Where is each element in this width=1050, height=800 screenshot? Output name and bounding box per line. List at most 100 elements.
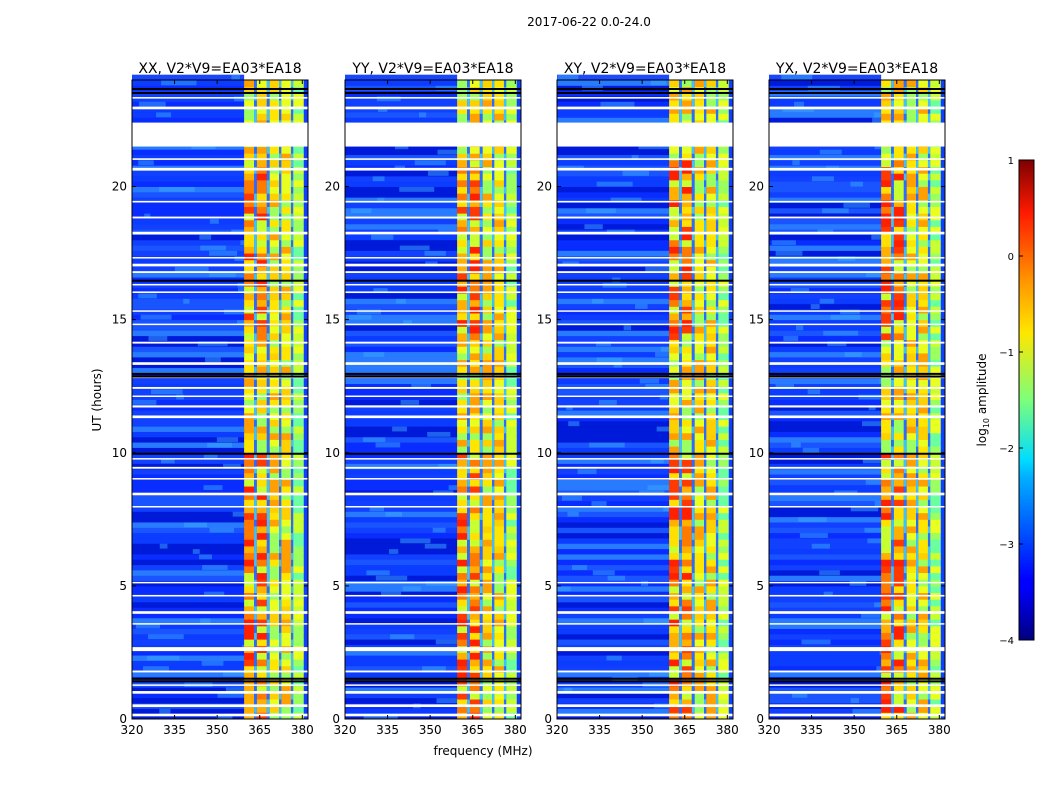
band-cell — [503, 366, 507, 374]
band-cell — [467, 659, 470, 667]
band-cell — [881, 193, 892, 201]
heatmap-bg-row — [769, 442, 882, 448]
band-cell — [256, 545, 267, 554]
band-cell — [930, 492, 941, 500]
band-cell — [691, 552, 695, 560]
band-cell — [694, 506, 705, 514]
band-cell — [669, 312, 680, 321]
band-cell — [704, 472, 707, 480]
x-tick-label: 380 — [716, 723, 739, 737]
band-cell — [244, 366, 255, 374]
band-cell — [893, 366, 904, 374]
heatmap-bg-speck — [209, 271, 236, 278]
band-cell — [482, 273, 493, 281]
band-cell — [715, 426, 719, 434]
band-cell — [254, 186, 257, 194]
band-cell — [293, 386, 304, 394]
band-cell — [893, 219, 904, 227]
band-cell — [918, 219, 928, 227]
band-cell — [457, 379, 468, 387]
band-cell — [506, 326, 517, 334]
band-cell — [279, 479, 282, 487]
band-cell — [469, 86, 480, 94]
band-cell — [290, 652, 294, 660]
heatmap-bg-row — [132, 170, 245, 177]
heatmap-bg-row — [769, 181, 882, 187]
band-cell — [457, 273, 468, 281]
band-cell — [718, 80, 729, 88]
heatmap-bg-speck — [830, 314, 861, 320]
heatmap-bg-row — [557, 692, 670, 699]
band-cell — [506, 525, 517, 534]
heatmap-bg-row — [557, 159, 670, 166]
heatmap-bg-row — [769, 154, 882, 161]
band-cell — [694, 386, 705, 394]
band-cell — [479, 346, 483, 354]
band-cell — [891, 406, 894, 414]
band-cell — [679, 432, 682, 440]
band-cell — [467, 246, 470, 254]
band-cell — [467, 439, 470, 447]
band-cell — [891, 685, 894, 693]
band-cell — [279, 299, 282, 307]
band-cell — [290, 605, 294, 613]
band-cell — [479, 499, 483, 507]
band-cell — [691, 559, 695, 567]
band-cell — [718, 572, 729, 580]
band-cell — [290, 293, 294, 301]
band-cell — [281, 632, 291, 640]
band-cell — [893, 525, 904, 534]
flagged-row — [345, 271, 521, 274]
band-cell — [916, 266, 919, 274]
band-cell — [906, 439, 917, 447]
band-cell — [694, 99, 705, 108]
heatmap-bg-row — [132, 378, 245, 385]
band-cell — [482, 545, 493, 554]
band-cell — [467, 419, 470, 427]
flagged-row — [557, 200, 733, 203]
band-cell — [281, 665, 291, 673]
heatmap-bg-row — [769, 202, 882, 209]
band-cell — [254, 233, 257, 241]
band-cell — [694, 552, 705, 560]
band-cell — [893, 113, 904, 121]
band-cell — [715, 99, 719, 108]
band-cell — [706, 479, 716, 487]
band-cell — [254, 532, 257, 540]
band-cell — [891, 585, 894, 594]
band-cell — [482, 113, 493, 121]
heatmap-bg-row — [345, 330, 458, 337]
band-cell — [494, 479, 504, 487]
heatmap-bg-speck — [151, 388, 183, 395]
heatmap-bg-row — [345, 218, 458, 225]
band-cell — [503, 539, 507, 547]
band-cell — [494, 386, 504, 394]
band-cell — [927, 386, 931, 394]
band-cell — [891, 446, 894, 454]
band-cell — [244, 486, 255, 494]
band-cell — [916, 299, 919, 307]
band-cell — [467, 452, 470, 460]
band-cell — [916, 246, 919, 254]
band-cell — [494, 106, 504, 114]
band-cell — [694, 193, 705, 201]
heatmap-bg-speck — [240, 239, 248, 246]
flagged-row — [345, 478, 521, 480]
band-cell — [457, 532, 468, 540]
heatmap-bg-speck — [623, 324, 632, 331]
heatmap-bg-row — [132, 537, 245, 544]
band-cell — [293, 326, 304, 334]
heatmap-bg-row — [345, 223, 458, 230]
band-cell — [918, 672, 928, 680]
band-cell — [494, 306, 504, 314]
heatmap-bg-row — [345, 436, 458, 443]
band-cell — [256, 399, 267, 407]
band-cell — [679, 679, 682, 687]
heatmap-bg-row — [345, 479, 458, 486]
heatmap-bg-speck — [811, 543, 830, 549]
band-cell — [903, 352, 907, 361]
flagged-row — [769, 506, 945, 508]
heatmap-bg-row — [345, 623, 458, 629]
band-cell — [254, 705, 257, 713]
heatmap-bg-row — [557, 415, 670, 422]
